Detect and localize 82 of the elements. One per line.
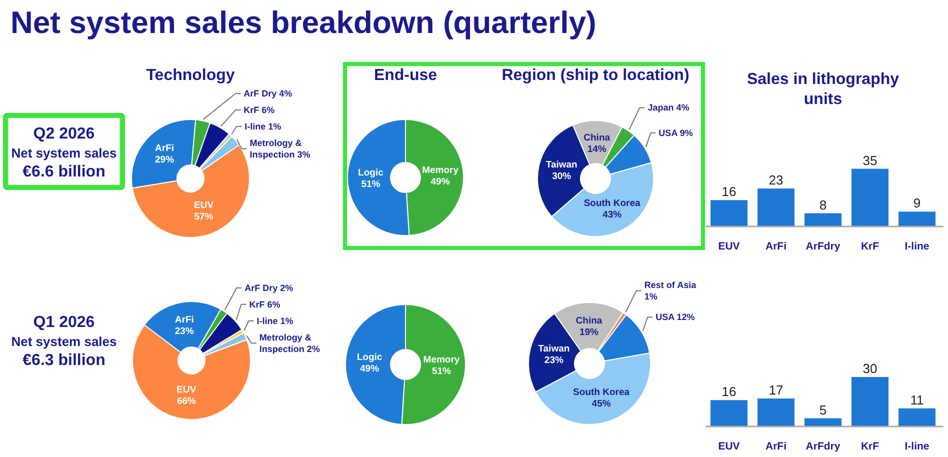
slice-label: I-line 1%: [256, 316, 294, 326]
data-label: 51%: [432, 366, 452, 377]
text: Q2 2026: [33, 126, 95, 142]
data-label: 43%: [602, 209, 622, 220]
slice-label: Japan 4%: [648, 102, 690, 113]
x-tick-label: EUV: [718, 240, 740, 252]
slice-label: Logic: [358, 167, 384, 178]
bar: [758, 188, 794, 226]
data-label: 30%: [552, 170, 572, 182]
bar: [710, 400, 748, 426]
data-label: 51%: [361, 178, 381, 190]
data-label: 45%: [592, 398, 612, 410]
slice-label: Taiwan: [546, 159, 578, 170]
chart-title: Technology: [146, 67, 235, 84]
data-label: 49%: [360, 364, 380, 375]
slice-label: Taiwan: [538, 344, 570, 355]
text: Q1 2026: [33, 314, 95, 331]
slice-label: Metrology & Inspection 3%: [250, 138, 310, 160]
data-label: 14%: [587, 144, 607, 155]
data-label: 30: [862, 361, 878, 376]
data-label: 5: [819, 402, 827, 418]
data-label: 16: [722, 384, 736, 400]
slice-label: Memory: [423, 354, 460, 366]
slice-label: I-line 1%: [244, 121, 282, 132]
data-label: 23%: [174, 326, 194, 338]
text: €6.3 billion: [22, 352, 106, 369]
slice-label: Metrology & Inspection 2%: [259, 332, 320, 354]
x-tick-label: EUV: [718, 440, 740, 452]
data-label: 23%: [544, 355, 564, 366]
data-label: 23: [768, 172, 784, 188]
data-label: 19%: [579, 327, 600, 338]
data-label: 66%: [176, 396, 197, 407]
bar: [898, 408, 936, 426]
slice-label: ArFi: [174, 314, 194, 326]
x-tick-label: I-line: [904, 240, 930, 252]
text: Net system sales: [11, 334, 117, 349]
text: Net system sales: [11, 146, 117, 160]
slice-label: KrF 6%: [249, 299, 280, 310]
slice-label: Rest of Asia: [644, 280, 698, 290]
slice-label: Memory: [422, 165, 460, 176]
x-tick-label: ArFdry: [806, 240, 840, 252]
slice-label: USA 9%: [658, 128, 693, 138]
chart-title: Region (ship to location): [502, 67, 690, 84]
x-tick-label: ArFi: [766, 440, 787, 452]
slice-label: South Korea: [573, 386, 630, 398]
text: Net system sales breakdown (quarterly): [10, 5, 596, 40]
data-label: 17: [768, 382, 784, 398]
data-label: 16: [722, 184, 736, 200]
x-tick-label: KrF: [860, 240, 880, 252]
bar: [898, 212, 936, 226]
chart-title: Sales in lithography units: [746, 71, 900, 108]
slice-label: ArF Dry 2%: [244, 282, 294, 293]
bar: [710, 200, 748, 226]
slice-label: ArF Dry 4%: [244, 88, 292, 98]
slice-label: EUV: [194, 200, 214, 212]
data-label: 29%: [155, 154, 175, 166]
slice-label: China: [576, 316, 603, 327]
slice-label: Logic: [356, 352, 382, 364]
data-label: 35: [862, 152, 878, 168]
slice-label: China: [584, 132, 611, 144]
chart-title: End-use: [374, 67, 438, 84]
slice-label: USA 12%: [656, 312, 695, 322]
slice-label: EUV: [176, 384, 197, 396]
bar: [852, 377, 888, 426]
data-label: 8: [819, 197, 827, 212]
bar: [758, 398, 794, 426]
bar: [852, 168, 888, 226]
x-tick-label: ArFdry: [806, 440, 840, 452]
bar: [804, 418, 842, 426]
slice-label: KrF 6%: [244, 104, 275, 115]
data-label: 1%: [644, 292, 658, 302]
data-label: 9: [913, 196, 921, 211]
x-tick-label: ArFi: [766, 240, 787, 252]
x-tick-label: I-line: [904, 440, 930, 452]
x-tick-label: KrF: [860, 440, 880, 452]
data-label: 11: [910, 392, 924, 408]
slice-label: ArFi: [155, 143, 174, 154]
data-label: 49%: [430, 176, 450, 188]
slice-label: South Korea: [584, 198, 642, 209]
bar: [804, 213, 842, 226]
data-label: 57%: [194, 212, 214, 223]
text: €6.6 billion: [22, 164, 106, 180]
